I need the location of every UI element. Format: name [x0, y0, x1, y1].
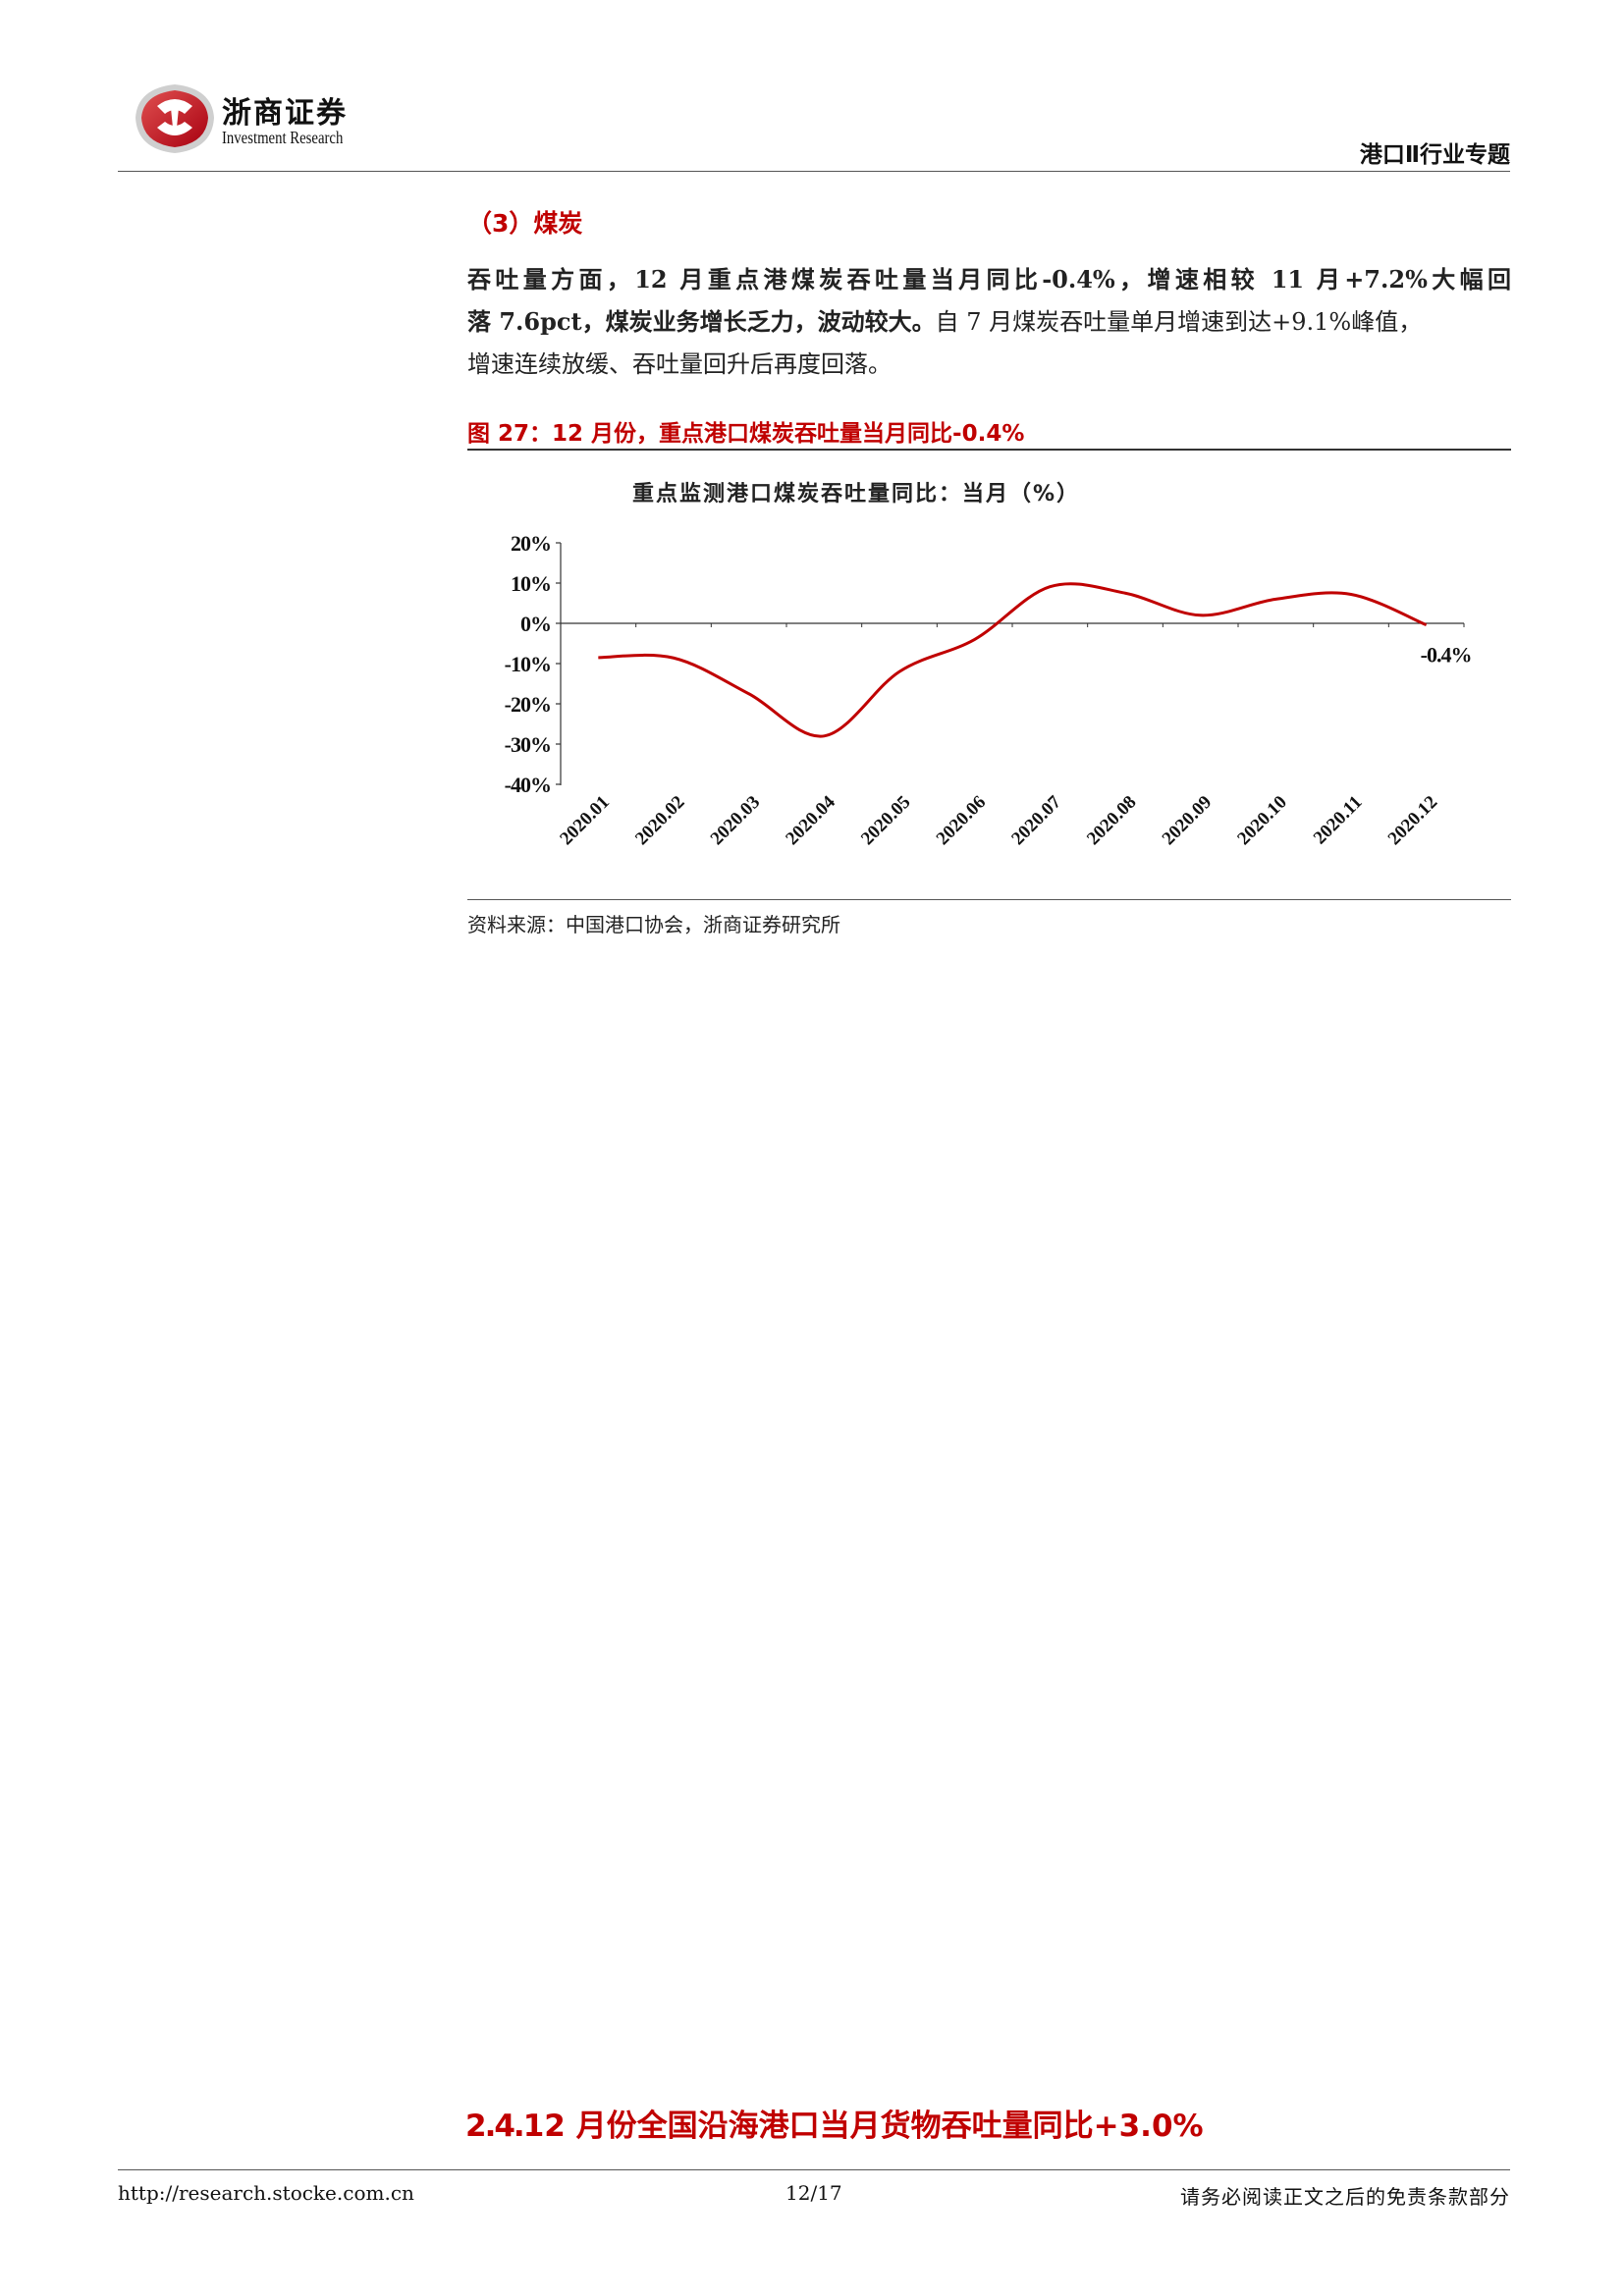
brand-name-cn: 浙商证券 — [222, 96, 348, 131]
header-divider — [118, 171, 1510, 172]
chart-title: 重点监测港口煤炭吞吐量同比：当月（%） — [632, 481, 1080, 507]
x-tick-label: 2020.06 — [933, 792, 991, 850]
data-label: -0.4% — [1421, 643, 1472, 667]
figure-caption: 图 27：12 月份，重点港口煤炭吞吐量当月同比-0.4% — [467, 421, 1025, 447]
data-label-group: -0.4% — [1421, 643, 1473, 667]
line-chart: 重点监测港口煤炭吞吐量同比：当月（%） 20% 10% 0% -10% -20% -30%… — [505, 481, 1473, 850]
x-tick-label: 2020.10 — [1233, 792, 1291, 850]
next-section-title: 12 月份全国沿海港口当月货物吞吐量同比+3.0% — [522, 2109, 1204, 2144]
x-tick-label: 2020.04 — [782, 791, 839, 849]
footer-disclaimer: 请务必阅读正文之后的免责条款部分 — [1180, 2185, 1510, 2209]
x-tick-label: 2020.05 — [857, 792, 915, 850]
x-tick-label: 2020.01 — [556, 792, 614, 850]
x-tick-label: 2020.07 — [1007, 791, 1065, 849]
document-type: 港口Ⅱ行业专题 — [1359, 142, 1510, 168]
x-axis: 2020.01 2020.02 2020.03 2020.04 2020.05 2020.… — [556, 622, 1465, 850]
footer-url: http://research.stocke.com.cn — [118, 2181, 414, 2205]
next-section-number: 2.4. — [465, 2109, 525, 2144]
x-tick-label: 2020.08 — [1083, 792, 1141, 850]
series-group — [598, 582, 1428, 738]
y-tick-label: 0% — [520, 612, 551, 636]
next-section-heading: 2.4.12 月份全国沿海港口当月货物吞吐量同比+3.0% — [465, 2101, 1204, 2145]
series-line — [598, 582, 1428, 738]
x-tick-label: 2020.03 — [707, 792, 765, 850]
y-axis: 20% 10% 0% -10% -20% -30% -40% — [505, 531, 562, 797]
y-tick-label: -40% — [505, 773, 551, 797]
y-tick-label: 20% — [511, 531, 551, 556]
x-tick-label: 2020.02 — [631, 792, 689, 850]
figure-bottom-rule — [467, 899, 1511, 900]
paragraph-line-3: 增速连续放缓、吞吐量回升后再度回落。 — [467, 350, 892, 378]
figure-source: 资料来源：中国港口协会，浙商证券研究所 — [467, 913, 840, 936]
paragraph-line-1: 吞吐量方面，12 月重点港煤炭吞吐量当月同比-0.4%，增速相较 11 月+7.… — [467, 265, 1511, 294]
company-logo — [135, 84, 214, 153]
footer-divider — [118, 2169, 1510, 2170]
section-heading: （3）煤炭 — [467, 209, 583, 238]
y-tick-label: -10% — [505, 652, 551, 676]
x-tick-label: 2020.11 — [1310, 792, 1367, 849]
y-tick-label: -20% — [505, 692, 551, 717]
brand-name-en: Investment Research — [222, 128, 344, 147]
paragraph-line-2: 落 7.6pct，煤炭业务增长乏力，波动较大。自 7 月煤炭吞吐量单月增速到达+… — [467, 305, 1511, 339]
paragraph-bold-text: 落 7.6pct，煤炭业务增长乏力，波动较大。 — [467, 307, 936, 336]
x-tick-label: 2020.12 — [1384, 792, 1442, 850]
y-tick-label: 10% — [511, 571, 551, 596]
x-tick-label: 2020.09 — [1159, 792, 1217, 850]
figure-top-rule — [467, 449, 1511, 451]
paragraph-normal-text: 自 7 月煤炭吞吐量单月增速到达+9.1%峰值， — [935, 308, 1423, 336]
y-tick-label: -30% — [505, 732, 551, 757]
page-number: 12/17 — [785, 2181, 842, 2205]
